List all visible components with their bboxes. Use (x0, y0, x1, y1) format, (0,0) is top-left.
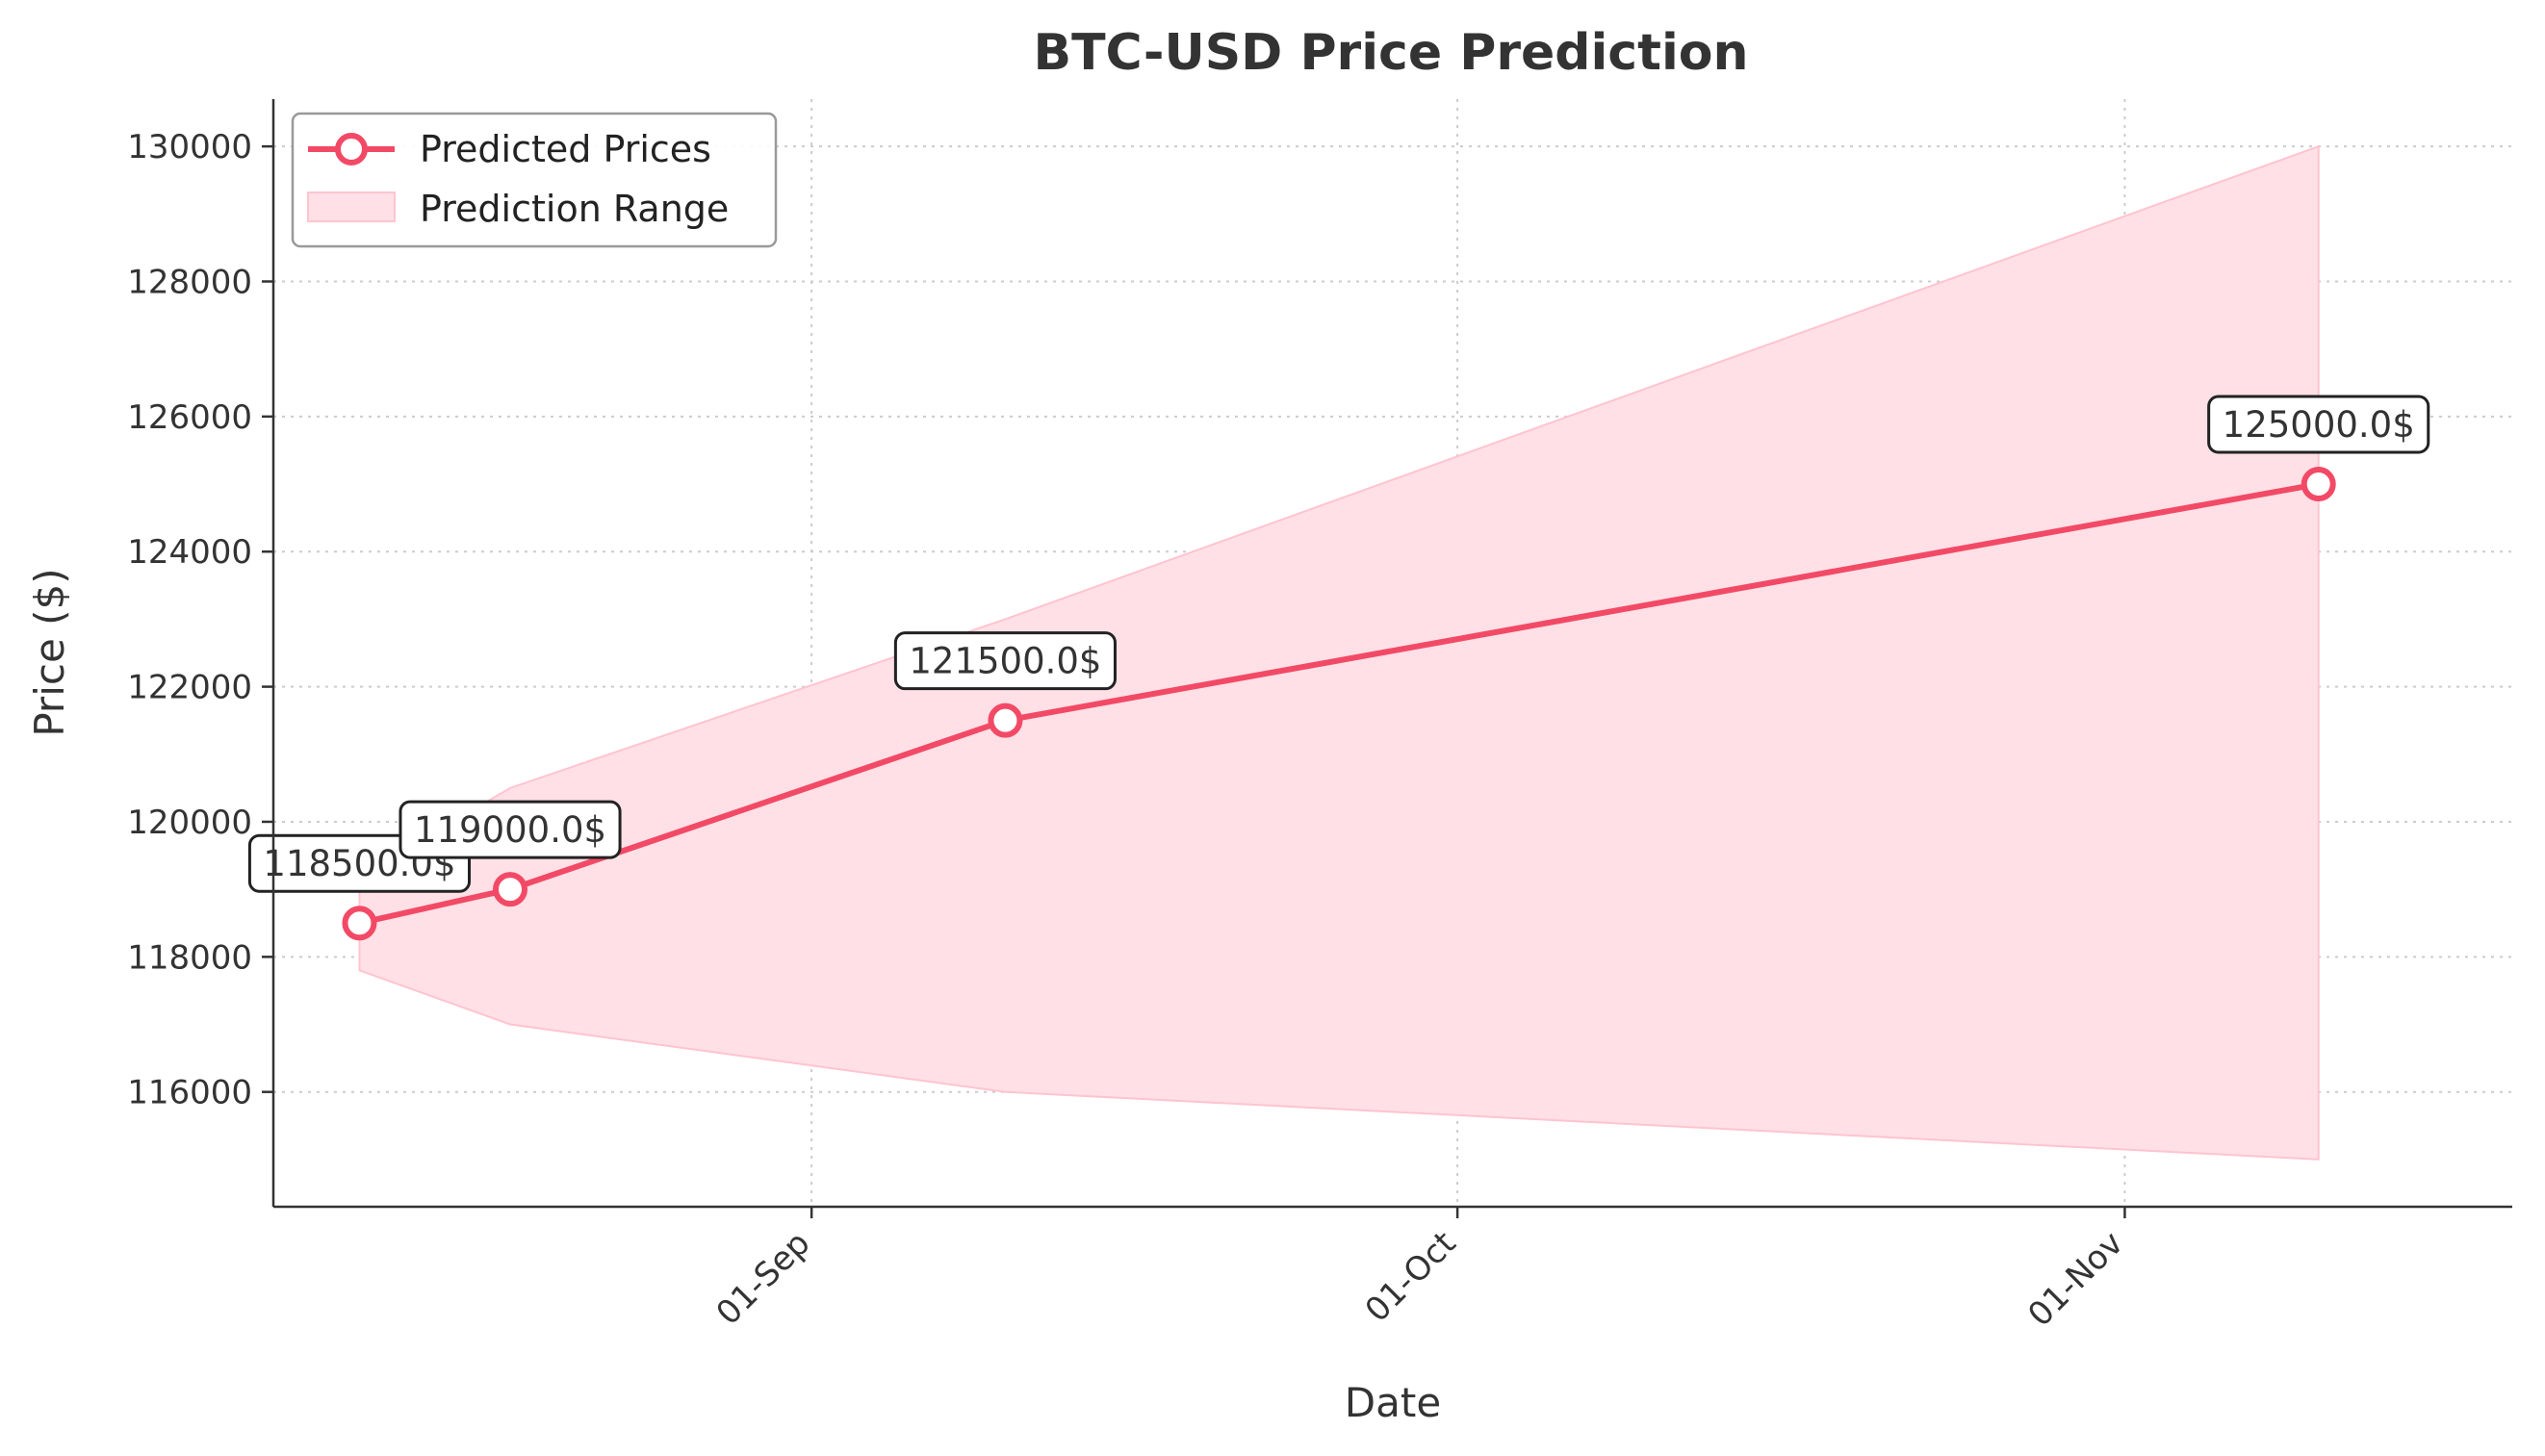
data-point-marker (988, 702, 1023, 738)
data-point-marker (342, 906, 377, 941)
data-point-marker (493, 872, 528, 907)
data-label-box (893, 631, 1117, 691)
predicted-prices-line (358, 481, 2320, 927)
x-tick-label: 01-Nov (2020, 1224, 2130, 1334)
y-tick-label: 118000 (127, 938, 252, 977)
x-axis-ticks: 01-Sep 01-Oct 01-Nov (709, 1207, 2131, 1335)
data-label-text: 119000.0$ (414, 809, 606, 851)
chart-title: BTC-USD Price Prediction (1033, 24, 1748, 82)
x-tick-label: 01-Oct (1358, 1224, 1464, 1330)
y-tick-label: 120000 (127, 804, 252, 842)
y-tick-label: 122000 (127, 669, 252, 707)
data-label: 121500.0$ (893, 631, 1117, 691)
legend-box (291, 112, 778, 248)
x-axis-label: Date (1345, 1379, 1441, 1426)
legend: Predicted Prices Prediction Range (291, 112, 778, 248)
legend-marker-icon (335, 133, 368, 166)
y-tick-label: 126000 (127, 398, 252, 437)
y-tick-label: 128000 (127, 263, 252, 301)
prediction-range-band (358, 144, 2320, 1161)
y-tick-label: 130000 (127, 128, 252, 166)
data-label: 119000.0$ (398, 800, 622, 859)
y-axis-label: Price ($) (26, 568, 73, 736)
data-label: 125000.0$ (2207, 395, 2430, 454)
y-tick-label: 124000 (127, 533, 252, 572)
data-label-text: 125000.0$ (2223, 404, 2415, 446)
legend-predicted-prices: Predicted Prices (420, 128, 711, 170)
data-label-text: 121500.0$ (909, 641, 1101, 682)
data-label-box (398, 800, 622, 859)
predicted-prices-series (342, 467, 2336, 941)
data-label-box (2207, 395, 2430, 454)
x-tick-label: 01-Sep (709, 1224, 818, 1333)
legend-prediction-range: Prediction Range (420, 188, 729, 230)
data-labels: 118500.0$119000.0$121500.0$125000.0$ (247, 395, 2430, 893)
data-point-marker (2301, 467, 2336, 502)
y-axis-ticks: 116000 118000 120000 122000 124000 126000 1280… (127, 128, 273, 1112)
prediction-range (358, 144, 2320, 1161)
y-tick-label: 116000 (127, 1074, 252, 1112)
legend-range-swatch (307, 192, 396, 222)
